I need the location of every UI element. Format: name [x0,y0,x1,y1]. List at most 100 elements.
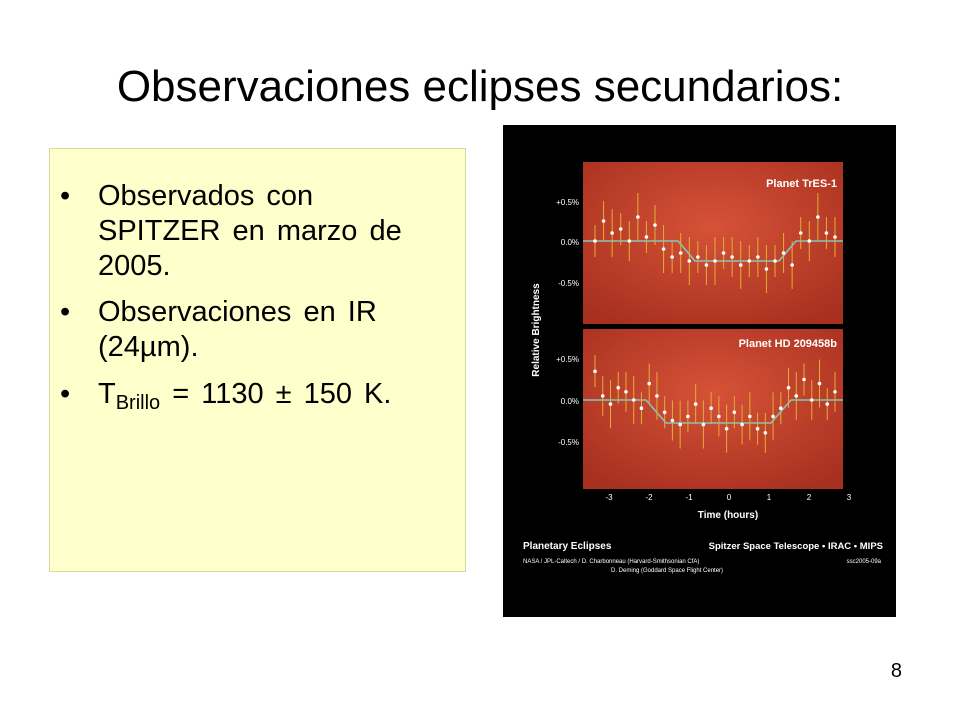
hd209458b-data-point [755,426,760,431]
hd209458b-data-point [809,398,814,402]
bullet-item: • Observados con SPITZER en marzo de 200… [60,179,445,283]
tres1-data-point [833,235,837,239]
hd209458b-data-point [600,394,605,398]
tres1-data-point [738,263,743,267]
hd209458b-data-point [639,406,644,411]
tres1-data-point [773,259,777,263]
x-tick-label: 0 [727,493,732,502]
x-tick-label: -1 [685,493,693,502]
caption-subtitle: Spitzer Space Telescope • IRAC • MIPS [709,541,883,552]
hd209458b-data-point [670,418,675,423]
tres1-data-point [601,219,606,223]
page-number: 8 [890,660,902,682]
hd209458b-data-point [616,385,621,390]
bullet-list: • Observados con SPITZER en marzo de 200… [50,149,465,415]
tres1-data-point [816,215,820,219]
hd209458b-data-point [724,426,729,431]
hd209458b-data-point [732,410,737,415]
y-tick-top-minus: -0.5% [558,279,579,288]
y-tick-top-zero: 0.0% [561,238,579,247]
tres1-data-point [627,239,632,243]
tres1-data-point [661,247,666,251]
x-tick-label: 2 [807,493,812,502]
image-id: ssc2005-09a [847,559,882,565]
hd209458b-data-point [786,385,791,390]
bullet-text-suffix: = 1130 ± 150 K. [160,377,392,410]
tres1-data-point [747,259,752,263]
y-tick-bottom-minus: -0.5% [558,438,579,447]
eclipse-figure: Planet TrES-1 Planet HD 209458b +0.5% 0.… [503,125,896,617]
tres1-data-point [670,255,674,259]
bullet-dot-icon: • [60,296,71,329]
hd209458b-data-point [748,414,752,419]
panel-label-bottom: Planet HD 209458b [739,338,838,350]
hd209458b-data-point [802,377,806,382]
tres1-data-point [687,259,692,263]
hd209458b-data-point [833,390,837,394]
hd209458b-data-point [740,422,744,427]
hd209458b-data-point [678,422,682,427]
tres1-data-point [807,239,812,243]
tres1-data-point [644,235,649,239]
hd209458b-data-point [709,406,713,411]
hd209458b-data-point [593,369,597,374]
tres1-data-point [756,255,760,259]
hd209458b-data-point [794,394,799,398]
slide-title: Observaciones eclipses secundarios: [116,62,844,111]
hd209458b-data-point [631,398,636,402]
panel-label-top: Planet TrES-1 [766,178,837,190]
x-tick-label: -2 [645,493,653,502]
tres1-data-point [764,267,769,271]
tres1-data-point [610,231,614,235]
bullet-item: • TBrillo = 1130 ± 150 K. [60,377,445,415]
y-tick-bottom-plus: +0.5% [556,355,579,364]
bullet-text: Observaciones en IR (24µm). [98,296,377,364]
hd209458b-data-point [717,414,721,419]
hd209458b-data-point [771,414,775,419]
bullet-dot-icon: • [60,180,71,212]
hd209458b-data-point [825,402,830,406]
hd209458b-data-point [763,431,768,435]
credit-line-1: NASA / JPL-Caltech / D. Charbonneau (Har… [523,559,699,565]
bullet-dot-icon: • [60,377,71,410]
tres1-data-point [781,251,786,255]
bullet-text: Observados con SPITZER en marzo de 2005. [98,180,402,282]
bullet-box: • Observados con SPITZER en marzo de 200… [49,148,466,572]
credit-line-2: D. Deming (Goddard Space Flight Center) [611,568,723,574]
x-tick-label: -3 [605,493,613,502]
hd209458b-data-point [701,422,706,427]
bullet-item: • Observaciones en IR (24µm). [60,295,445,365]
tres1-data-point [678,251,683,255]
tres1-data-point [713,259,717,263]
hd209458b-data-point [655,394,659,398]
hd209458b-data-point [686,414,690,419]
y-axis-label: Relative Brightness [531,283,542,377]
bullet-text-prefix: T [98,377,116,410]
tres1-data-point [790,263,794,267]
eclipse-figure-svg: Planet TrES-1 Planet HD 209458b +0.5% 0.… [523,162,883,574]
x-tick-label: 3 [847,493,852,502]
bullet-subscript: Brillo [115,391,161,414]
tres1-data-point [824,231,829,235]
tres1-data-point [593,239,597,243]
hd209458b-data-point [817,381,822,386]
y-tick-bottom-zero: 0.0% [561,397,579,406]
x-axis-label: Time (hours) [698,510,758,521]
hd209458b-data-point [647,381,651,386]
x-tick-label: 1 [767,493,772,502]
caption-title: Planetary Eclipses [523,541,612,552]
hd209458b-data-point [779,406,783,411]
y-tick-top-plus: +0.5% [556,198,579,207]
tres1-data-point [696,255,700,259]
hd209458b-data-point [693,402,698,406]
tres1-data-point [730,255,734,259]
tres1-data-point [636,215,640,219]
hd209458b-data-point [624,390,628,394]
tres1-data-point [618,227,623,231]
tres1-data-point [721,251,726,255]
tres1-data-point [798,231,803,235]
hd209458b-data-point [608,402,613,406]
panel-top-background [583,162,843,324]
tres1-data-point [704,263,709,267]
hd209458b-data-point [662,410,667,415]
